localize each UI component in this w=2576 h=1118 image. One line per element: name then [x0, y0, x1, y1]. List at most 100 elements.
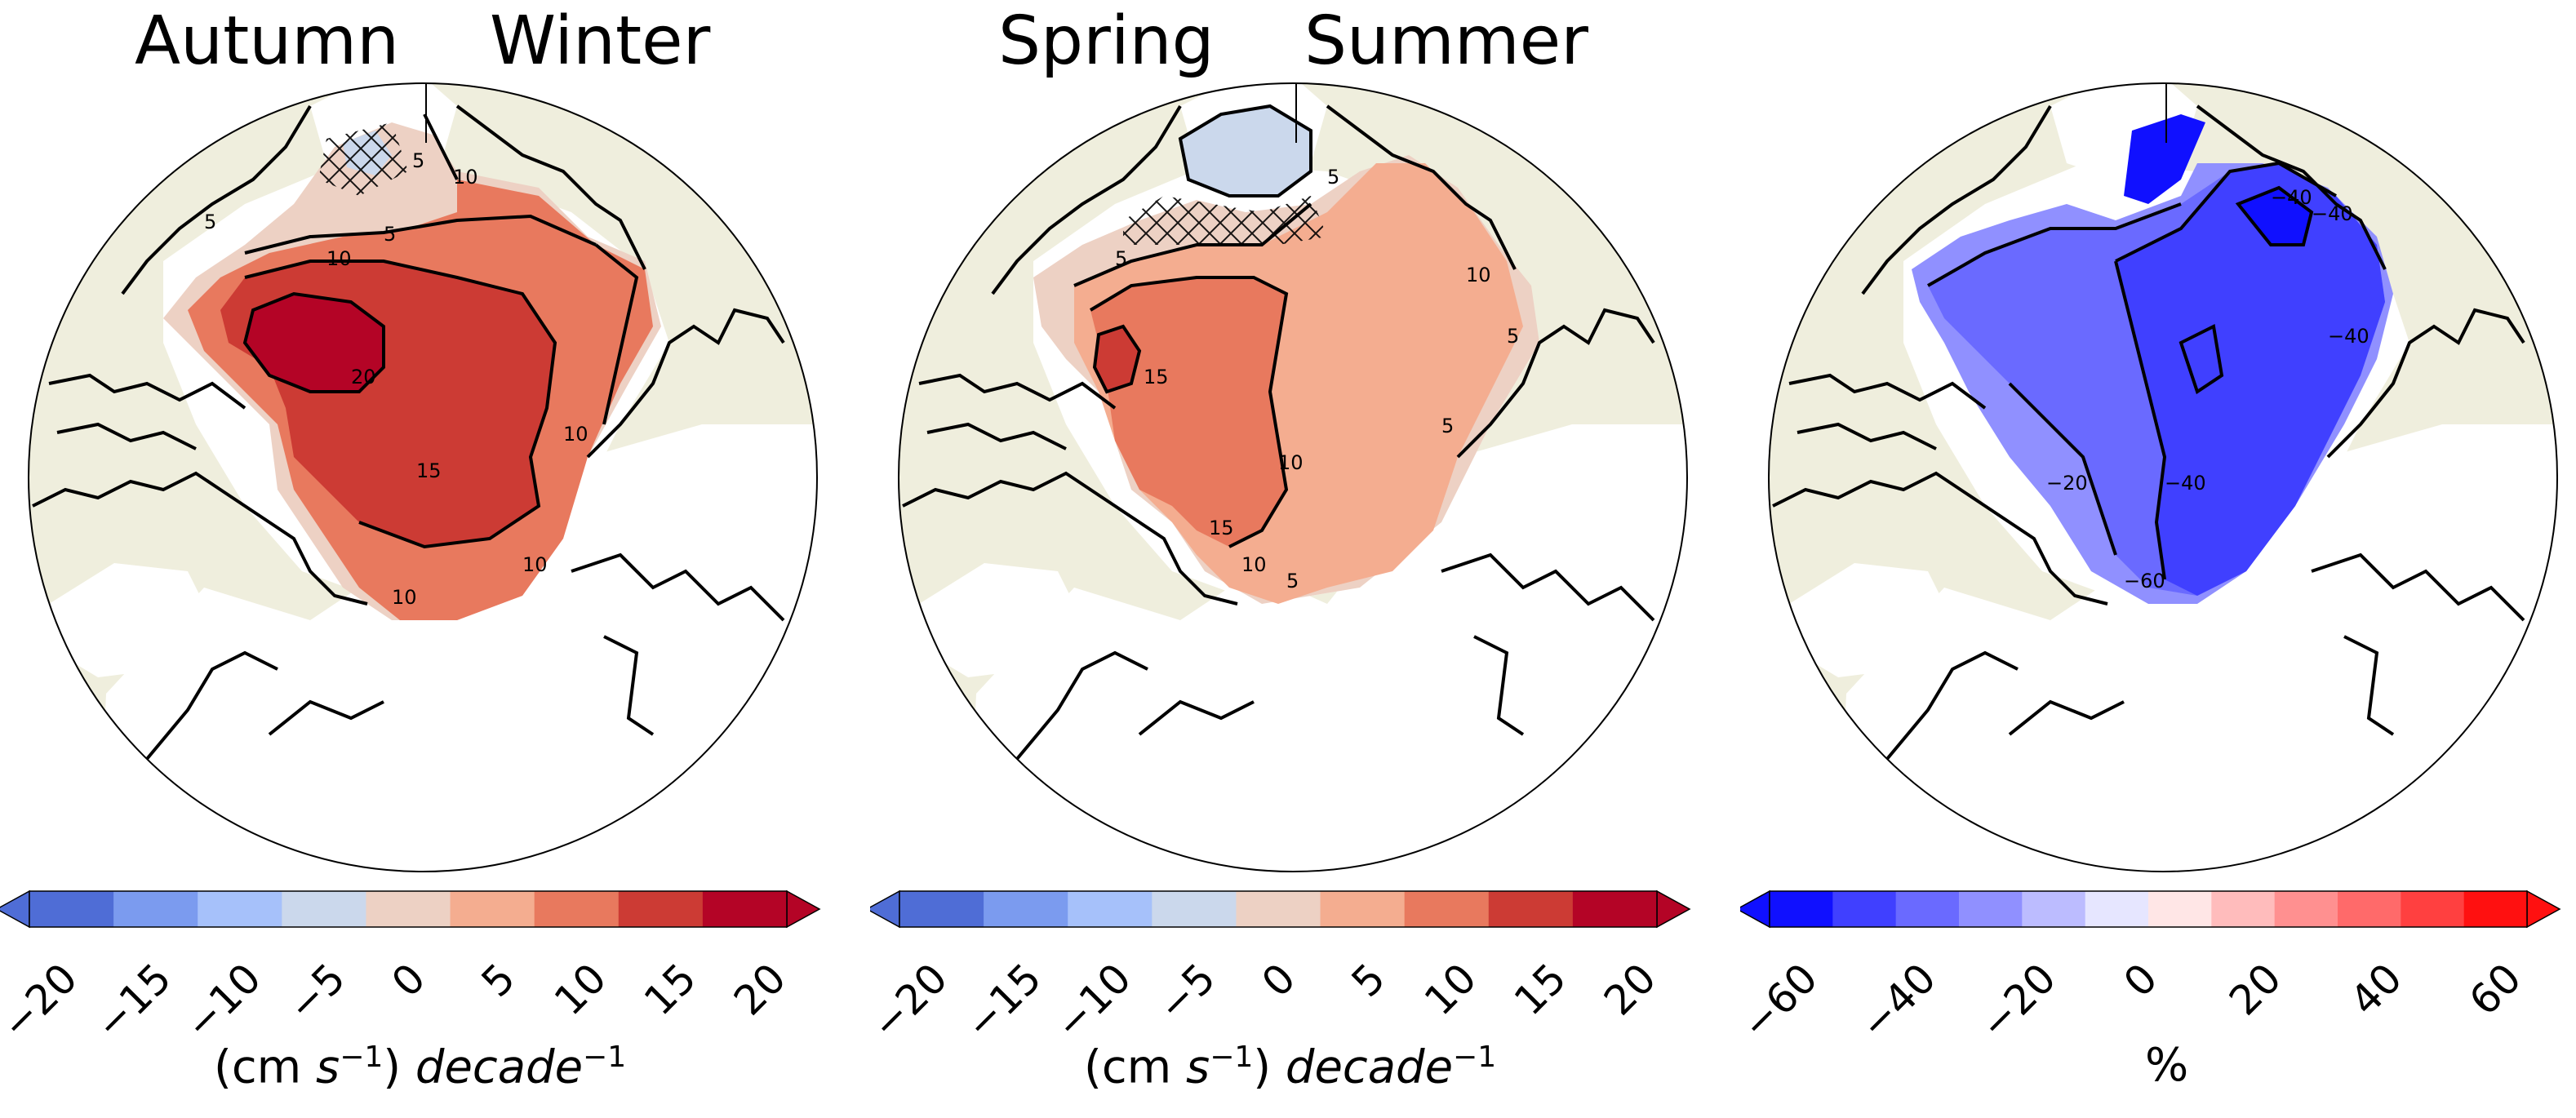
contour-fill-darkest	[2124, 114, 2312, 245]
colorbar-segment	[450, 891, 535, 927]
contour-label: 10	[1466, 264, 1491, 286]
coastline-islands	[48, 373, 246, 450]
colorbar	[0, 890, 821, 929]
contour-label: 5	[1286, 570, 1299, 592]
colorbar-tick-label: 0	[382, 954, 435, 1007]
coastline-eurasia	[571, 308, 785, 736]
colorbar-tick-label: 0	[1252, 954, 1305, 1007]
coastline-canada	[1772, 471, 2108, 606]
contour-label: −40	[2312, 202, 2353, 225]
colorbar-tick-label: 60	[2460, 954, 2531, 1025]
contour-label: 10	[1241, 553, 1267, 576]
colorbar-segment	[1770, 891, 1833, 927]
coastline-islands	[918, 373, 1117, 450]
contour-label: 5	[412, 149, 424, 172]
colorbar-segment	[198, 891, 282, 927]
colorbar-tick-label: −5	[278, 954, 355, 1031]
colorbar-unit-label: (cm s−1) decade−1	[214, 1040, 627, 1094]
panel-title-right: Winter	[490, 2, 711, 80]
polar-map: −40 −40 −20 −40 −60 −40	[1768, 82, 2558, 872]
coastline-eurasia	[1441, 308, 1655, 736]
contour-label: −60	[2124, 570, 2165, 592]
colorbar-segment	[984, 891, 1068, 927]
colorbar-tick-label: −15	[956, 954, 1051, 1049]
colorbar-tick-label: 0	[2114, 954, 2167, 1007]
significance-hatch	[318, 122, 408, 196]
colorbar	[1740, 890, 2561, 929]
map-boundary	[28, 82, 818, 872]
contour-label: 5	[384, 223, 396, 246]
panel-title-right: Summer	[1304, 2, 1588, 80]
colorbar-segment	[2211, 891, 2276, 927]
panel-spring-summer: Spring Summer	[862, 0, 1691, 1118]
colorbar-tick-label: −20	[0, 954, 87, 1049]
map-boundary	[1768, 82, 2558, 872]
colorbar-tick-label: −40	[1850, 954, 1946, 1049]
colorbar-segment	[2022, 891, 2086, 927]
colorbar-segment	[113, 891, 198, 927]
contour-label: 10	[563, 423, 588, 446]
colorbar-segment	[1572, 891, 1658, 927]
colorbar-segment	[366, 891, 451, 927]
colorbar-tick-label: 10	[545, 954, 616, 1025]
panel-percent-change: −40 −40 −20 −40 −60 −40 −60 −40 −20 0 20…	[1732, 0, 2561, 1118]
colorbar-tick-label: 15	[1505, 954, 1576, 1025]
panel-title-left: Spring	[998, 2, 1215, 80]
negative-patch	[1180, 106, 1311, 196]
colorbar-tick-label: −20	[862, 954, 957, 1049]
ocean-atlantic	[968, 424, 1687, 872]
colorbar-extend-min	[1740, 890, 1770, 929]
colorbar-segment	[899, 891, 984, 927]
contour-label: −40	[2271, 186, 2312, 209]
colorbar-segment	[2085, 891, 2149, 927]
contour-fill-10-15	[1090, 277, 1286, 547]
coastline-canada	[902, 471, 1238, 606]
contour-label: 20	[351, 366, 376, 388]
colorbar-segment	[1832, 891, 1897, 927]
colorbar-segment	[1152, 891, 1237, 927]
colorbar-tick-label: 10	[1415, 954, 1486, 1025]
map-boundary	[898, 82, 1688, 872]
panel-title-left: Autumn	[135, 2, 400, 80]
contour-label: −40	[2165, 472, 2206, 495]
colorbar-segment	[1068, 891, 1153, 927]
colorbar-segment	[2401, 891, 2465, 927]
colorbar-tick-label: −10	[1046, 954, 1141, 1049]
colorbar	[870, 890, 1691, 929]
colorbar-tick-label: 20	[2220, 954, 2291, 1025]
polar-map: 5 5 10 15 10 15 10 5 5 5	[898, 82, 1688, 872]
contour-label: 15	[1209, 517, 1234, 539]
polar-map: 5 10 10 5 20 15 10 10 10 5	[28, 82, 818, 872]
coastline-alaska	[1861, 104, 2052, 295]
colorbar-tick-label: −15	[86, 954, 181, 1049]
contour-label: 10	[522, 553, 548, 576]
colorbar-unit-label: (cm s−1) decade−1	[1084, 1040, 1497, 1094]
colorbar-segment	[1959, 891, 2023, 927]
colorbar-tick-label: 40	[2341, 954, 2412, 1025]
ocean-atlantic	[98, 424, 817, 872]
colorbar-segment	[534, 891, 620, 927]
ocean-hudson	[49, 563, 212, 677]
contour-label: 10	[392, 586, 417, 609]
contour-label: 5	[1115, 247, 1127, 270]
contour-label: 5	[1507, 325, 1519, 348]
contour-label: 5	[204, 211, 216, 233]
colorbar-segment	[1488, 891, 1574, 927]
colorbar-border	[899, 890, 1658, 928]
colorbar-segment	[618, 891, 704, 927]
colorbar-extend-max	[2526, 890, 2561, 929]
colorbar-extend-min	[0, 890, 30, 929]
coastline-eurasia	[2311, 308, 2525, 736]
colorbar-segment	[2274, 891, 2338, 927]
contour-fill-15-20	[245, 294, 384, 392]
coastline-canada	[32, 471, 368, 606]
ocean-atlantic	[1838, 424, 2557, 872]
contour-label: 10	[453, 166, 478, 189]
contour-label: 5	[1327, 166, 1339, 189]
colorbar-extend-max	[1656, 890, 1691, 929]
colorbar-segment	[1236, 891, 1321, 927]
colorbar-unit-label: %	[2145, 1039, 2189, 1092]
colorbar-tick-label: 5	[1342, 954, 1395, 1007]
colorbar-segment	[2463, 891, 2528, 927]
panel-autumn-winter: Autumn Winter	[0, 0, 821, 1118]
